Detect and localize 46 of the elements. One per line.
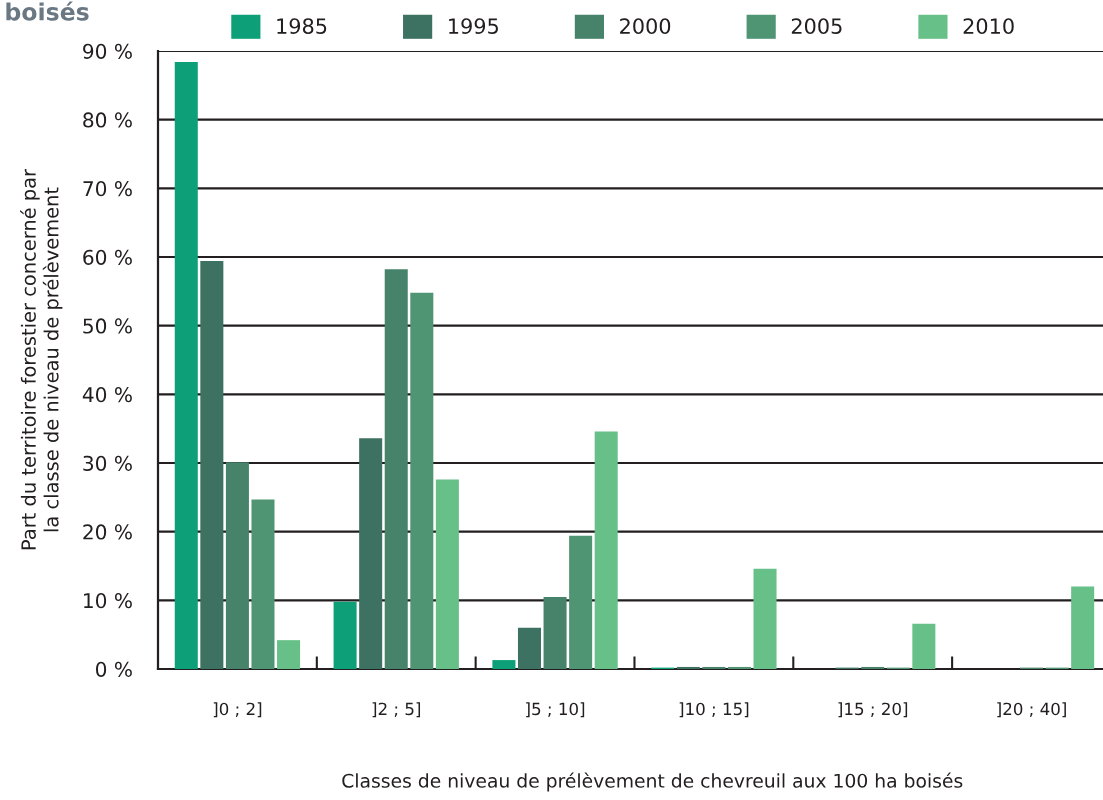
bar (359, 438, 383, 669)
y-tick-label: 80 % (83, 112, 132, 128)
x-tick-label: ]5 ; 10] (526, 702, 585, 718)
bar (277, 640, 301, 669)
bar (492, 660, 516, 669)
y-tick-label: 20 % (83, 524, 132, 540)
bar (174, 61, 198, 669)
bar (1071, 586, 1095, 669)
legend-label: 1985 (277, 18, 327, 34)
bar (569, 535, 593, 669)
y-axis-title: Part du territoire forestier concerné par la classe de niveau de prélèvement (20, 168, 63, 550)
legend-label: 2005 (791, 18, 842, 34)
y-tick-label: 10 % (84, 593, 132, 609)
x-tick-label: ]20 ; 40] (997, 702, 1066, 718)
bar (676, 666, 700, 669)
bar (384, 269, 408, 669)
bar (543, 596, 567, 669)
legend-label: 2010 (963, 18, 1014, 34)
bar (435, 479, 459, 669)
y-tick-label: 50 % (83, 318, 132, 334)
bar (594, 431, 618, 669)
y-tick-label: 60 % (83, 249, 132, 265)
bar (251, 499, 275, 669)
x-tick-label: ]15 ; 20] (838, 702, 908, 718)
x-tick-label: ]2 ; 5] (372, 702, 421, 718)
bar (517, 627, 541, 669)
bar (225, 462, 249, 669)
bar (200, 261, 224, 669)
bar (753, 568, 777, 669)
x-tick-label: ]10 ; 15] (679, 702, 749, 718)
bar (410, 292, 434, 669)
y-tick-label: 0 % (95, 661, 132, 677)
legend-label: 1995 (449, 18, 498, 34)
x-tick-label: ]0 ; 2] (213, 702, 262, 718)
y-tick-label: 70 % (83, 181, 132, 197)
chart-title: boisés (6, 1, 89, 21)
bar (333, 601, 357, 669)
y-tick-label: 40 % (82, 387, 132, 403)
bar (861, 666, 885, 669)
legend-label: 2000 (620, 18, 671, 34)
bar (727, 666, 751, 669)
bar (702, 666, 726, 669)
x-axis-title: Classes de niveau de prélèvement de chevreuil aux 100 ha boisés (342, 772, 963, 792)
y-tick-label: 90 % (83, 43, 132, 59)
bar (912, 623, 936, 669)
y-tick-label: 30 % (83, 455, 132, 471)
